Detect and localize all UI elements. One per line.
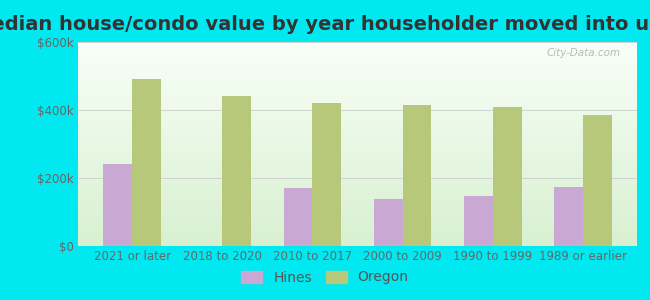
Bar — [464, 196, 493, 246]
Bar — [374, 199, 402, 246]
Bar — [583, 115, 612, 246]
Bar — [554, 187, 583, 246]
Bar — [222, 96, 251, 246]
Bar — [132, 80, 161, 246]
Bar — [313, 103, 341, 246]
Bar — [402, 105, 432, 246]
Bar — [103, 164, 132, 246]
Bar — [493, 107, 521, 246]
Bar — [283, 188, 313, 246]
Text: City-Data.com: City-Data.com — [546, 48, 620, 58]
Text: Median house/condo value by year householder moved into unit: Median house/condo value by year househo… — [0, 15, 650, 34]
Legend: Hines, Oregon: Hines, Oregon — [236, 265, 414, 290]
